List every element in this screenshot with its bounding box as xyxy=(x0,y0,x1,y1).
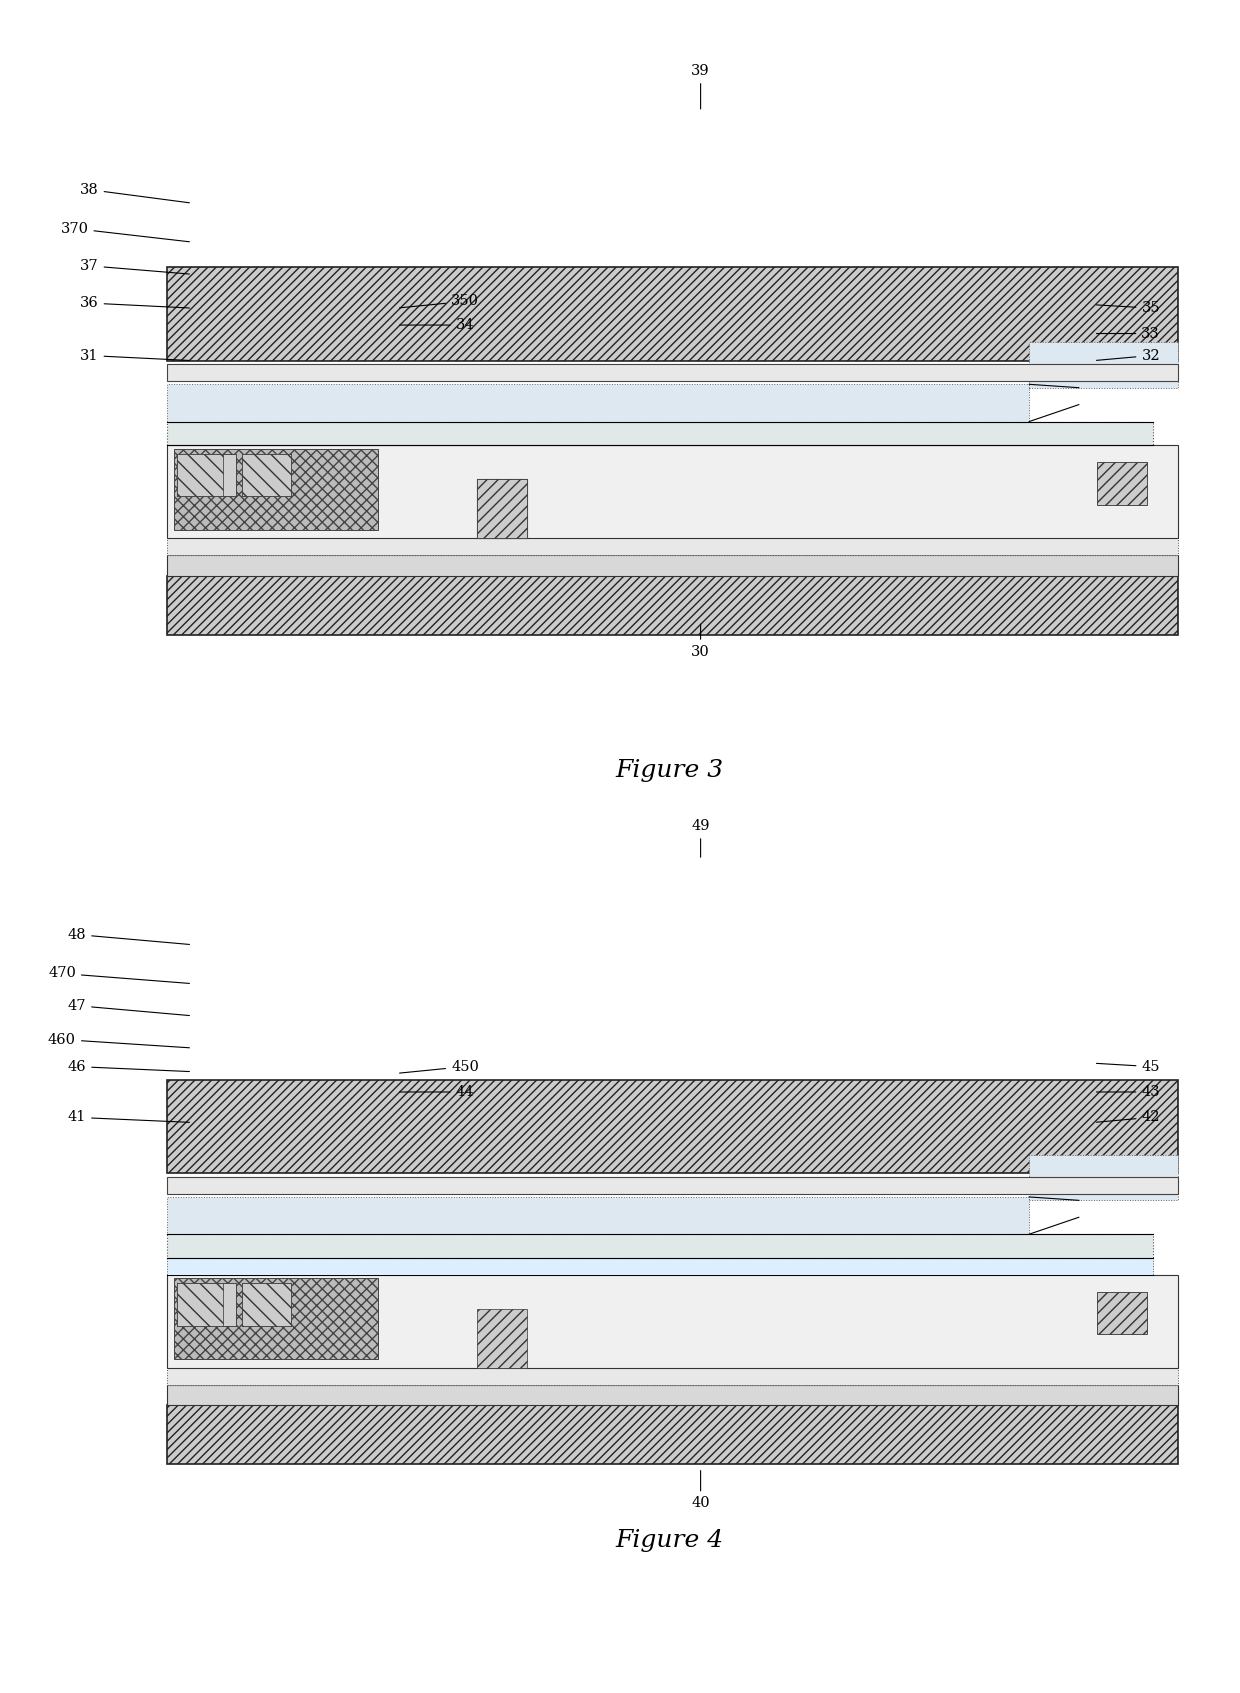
Bar xyxy=(242,454,291,496)
Bar xyxy=(167,1385,1178,1405)
Text: 39: 39 xyxy=(691,64,711,108)
Text: 46: 46 xyxy=(67,1060,190,1073)
Bar xyxy=(167,422,1153,445)
Text: 35: 35 xyxy=(1096,301,1161,315)
Text: 45: 45 xyxy=(1096,1060,1159,1073)
Text: 350: 350 xyxy=(399,295,479,308)
Bar xyxy=(167,1177,1178,1194)
Bar xyxy=(167,1080,1178,1173)
Text: Figure 4: Figure 4 xyxy=(615,1529,724,1552)
Text: 470: 470 xyxy=(48,967,190,984)
Text: 41: 41 xyxy=(68,1111,190,1124)
Bar xyxy=(1029,1155,1178,1200)
Bar xyxy=(242,1283,291,1326)
Bar xyxy=(177,454,223,496)
Text: 49: 49 xyxy=(692,819,709,857)
Bar xyxy=(167,267,1178,361)
Text: 42: 42 xyxy=(1096,1111,1159,1124)
Text: 38: 38 xyxy=(79,183,190,203)
Bar xyxy=(1097,462,1147,505)
Text: 34: 34 xyxy=(399,318,475,332)
Bar xyxy=(242,1283,291,1326)
Bar xyxy=(477,1309,527,1368)
Text: 47: 47 xyxy=(68,999,190,1016)
Bar xyxy=(167,1368,1178,1385)
Bar xyxy=(177,454,236,496)
Text: 33: 33 xyxy=(1096,327,1161,340)
Bar xyxy=(477,479,527,538)
Bar xyxy=(177,1283,236,1326)
Text: 31: 31 xyxy=(81,349,190,362)
Text: 40: 40 xyxy=(691,1471,711,1510)
Text: 48: 48 xyxy=(67,928,190,945)
Text: 30: 30 xyxy=(691,625,711,659)
Bar xyxy=(1029,342,1178,388)
Bar xyxy=(477,479,527,538)
Bar xyxy=(167,364,1178,381)
Bar xyxy=(167,1275,1178,1368)
Text: 37: 37 xyxy=(79,259,190,274)
Bar xyxy=(167,538,1178,555)
Text: 370: 370 xyxy=(61,222,190,242)
Text: 450: 450 xyxy=(399,1060,479,1073)
Text: 460: 460 xyxy=(48,1033,190,1048)
Bar xyxy=(177,1283,223,1326)
Bar xyxy=(174,449,378,530)
Bar xyxy=(167,1405,1178,1464)
Text: 32: 32 xyxy=(1096,349,1161,362)
Text: Figure 3: Figure 3 xyxy=(615,758,724,782)
Bar xyxy=(167,555,1178,576)
Bar xyxy=(174,1278,378,1359)
Bar xyxy=(167,576,1178,635)
Bar xyxy=(167,1258,1153,1275)
Bar xyxy=(167,445,1178,538)
Bar xyxy=(167,1197,1029,1234)
Bar xyxy=(167,1234,1153,1258)
Text: 43: 43 xyxy=(1096,1085,1161,1099)
Bar xyxy=(1097,1292,1147,1334)
Text: 36: 36 xyxy=(79,296,190,310)
Text: 44: 44 xyxy=(399,1085,474,1099)
Bar xyxy=(242,454,291,496)
Bar xyxy=(167,384,1029,422)
